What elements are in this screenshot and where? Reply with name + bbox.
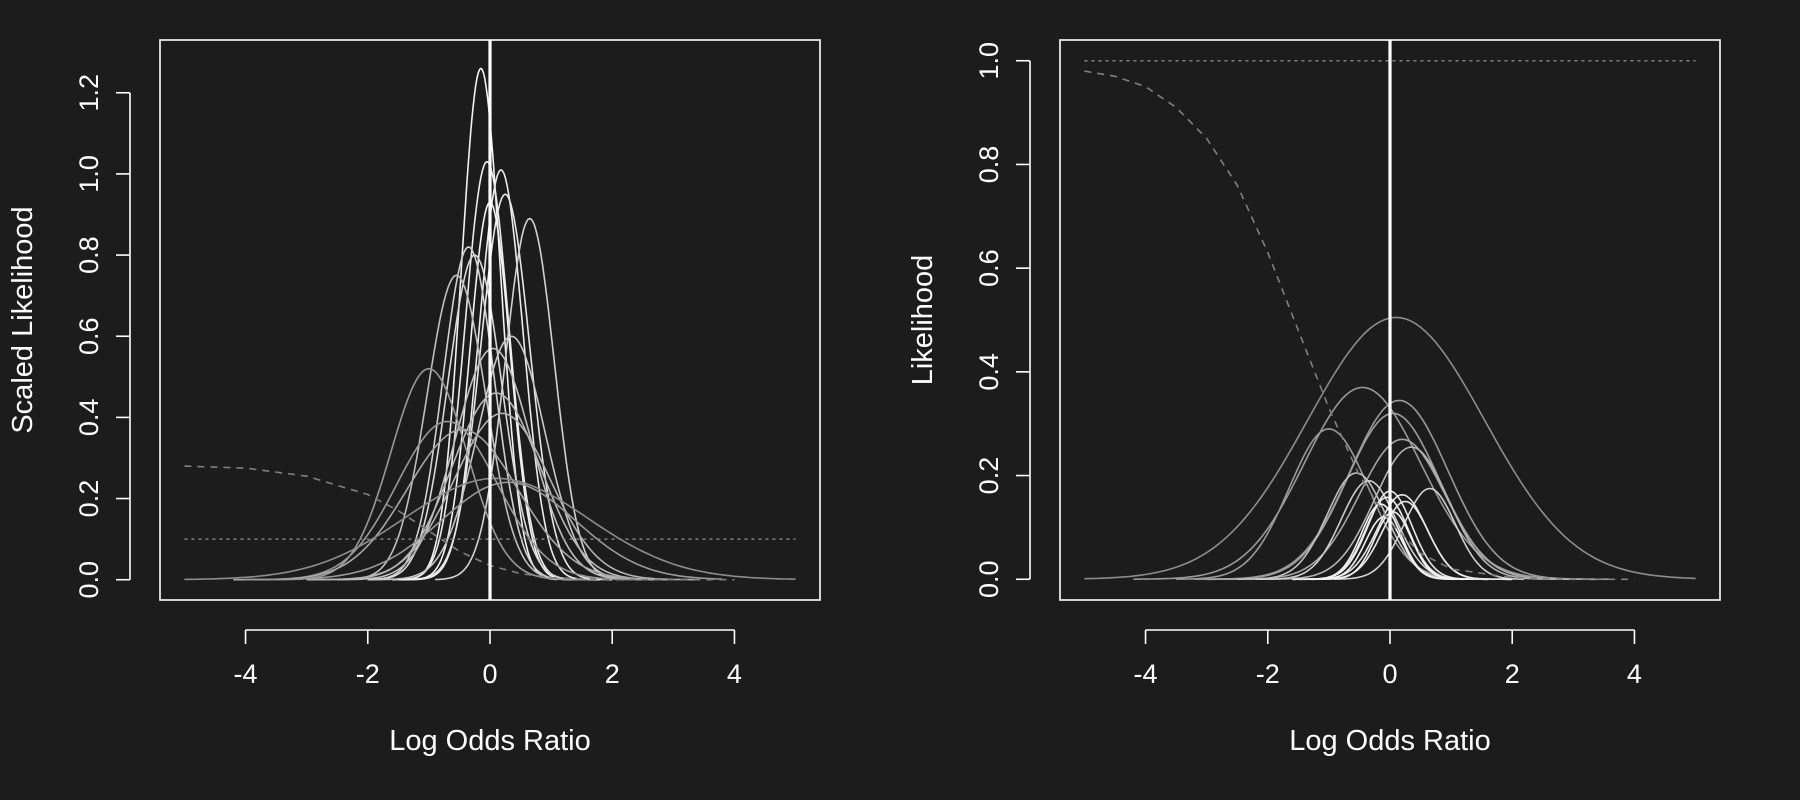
y-tick-label: 0.2 (74, 480, 104, 518)
likelihood-curve (233, 428, 674, 581)
x-tick-label: 4 (1627, 659, 1642, 689)
likelihood-curve (337, 274, 588, 581)
y-tick-label: 0.8 (74, 236, 104, 274)
likelihood-curve (276, 367, 588, 581)
x-tick-label: -4 (1134, 659, 1158, 689)
plot-frame (1059, 39, 1721, 601)
dashed-reference-curve (1084, 70, 1635, 581)
x-axis: -4 -2 0 2 4 (234, 629, 742, 689)
left-chart: -4 -2 0 2 4 0.0 0.2 0.4 0.6 0.8 1.0 1.2 Log Odds R… (7, 39, 821, 757)
x-tick-label: 2 (1505, 659, 1520, 689)
likelihood-curve (337, 347, 655, 581)
x-axis-title: Log Odds Ratio (1289, 725, 1491, 757)
likelihood-curve (404, 168, 600, 581)
y-tick-label: 0.0 (974, 560, 1004, 598)
x-axis-title: Log Odds Ratio (389, 725, 591, 757)
y-tick-label: 0.4 (74, 399, 104, 437)
x-axis: -4 -2 0 2 4 (1134, 629, 1642, 689)
x-tick-label: 0 (482, 659, 497, 689)
likelihood-curve (245, 481, 723, 581)
dashed-reference-curve (184, 465, 735, 581)
x-tick-label: -2 (356, 659, 380, 689)
likelihood-curve (367, 254, 594, 581)
y-axis-title: Likelihood (907, 255, 939, 386)
likelihood-curve (367, 335, 643, 581)
likelihood-curve (306, 412, 698, 581)
y-axis-title: Scaled Likelihood (7, 206, 39, 433)
y-tick-label: 1.2 (74, 74, 104, 112)
y-tick-label: 1.0 (74, 155, 104, 193)
y-tick-label: 0.0 (74, 561, 104, 599)
x-tick-label: -2 (1256, 659, 1280, 689)
y-tick-label: 0.8 (974, 146, 1004, 184)
likelihood-curve (392, 160, 576, 581)
x-tick-label: 0 (1382, 659, 1397, 689)
y-tick-label: 1.0 (974, 42, 1004, 80)
x-tick-label: -4 (234, 659, 258, 689)
x-tick-label: 4 (727, 659, 742, 689)
right-chart: -4 -2 0 2 4 0.0 0.2 0.4 0.6 0.8 1.0 Log Odds Rati… (907, 39, 1721, 757)
y-tick-label: 0.6 (974, 249, 1004, 287)
x-tick-label: 2 (605, 659, 620, 689)
y-tick-label: 0.4 (974, 353, 1004, 391)
y-tick-label: 0.6 (74, 317, 104, 355)
y-axis: 0.0 0.2 0.4 0.6 0.8 1.0 (974, 42, 1031, 598)
plot-frame (159, 39, 821, 601)
y-tick-label: 0.2 (974, 457, 1004, 495)
y-axis: 0.0 0.2 0.4 0.6 0.8 1.0 1.2 (74, 74, 131, 599)
